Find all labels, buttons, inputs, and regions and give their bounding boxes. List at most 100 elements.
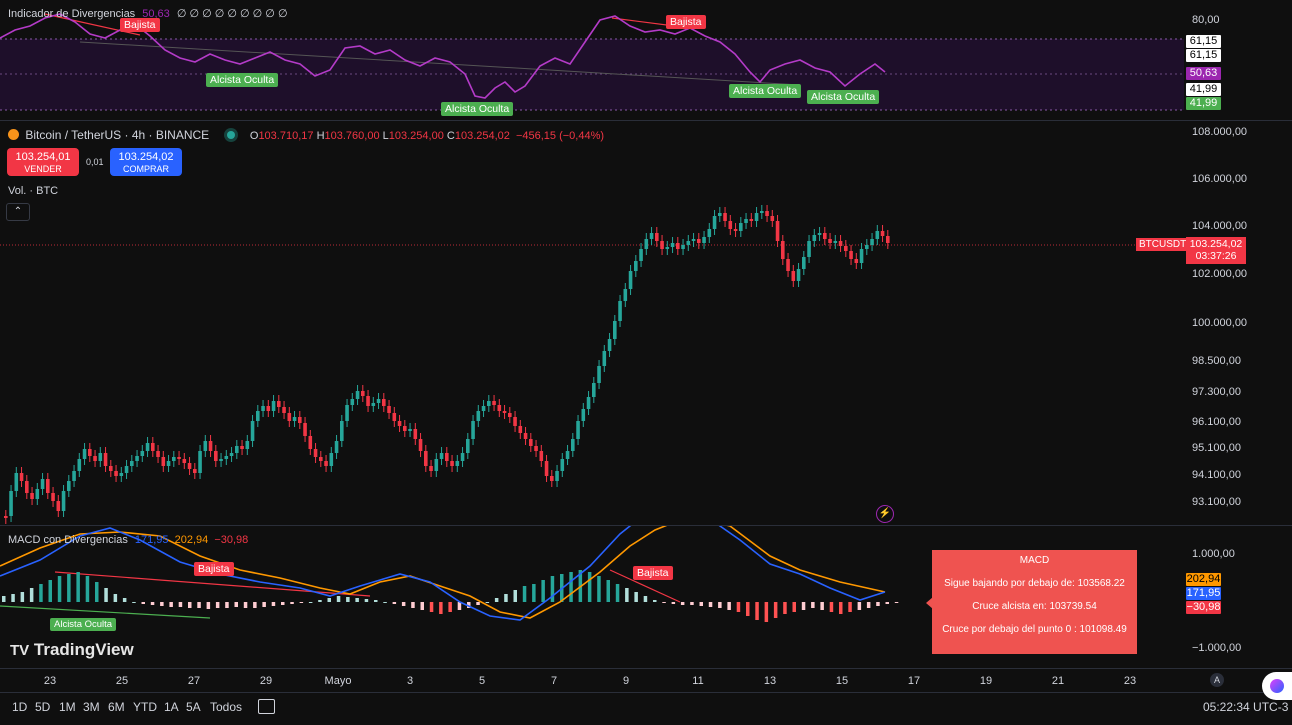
x-tick-0: 23 [43, 675, 57, 687]
x-tick-10: 13 [763, 675, 777, 687]
symbol-price-tag: BTCUSDT [1136, 238, 1190, 251]
tf-3m[interactable]: 3M [83, 700, 100, 714]
price-axis-2: 104.000,00 [1192, 220, 1248, 232]
open-value: 103.710,17 [258, 130, 314, 142]
rsi-label-bajista-1: Bajista [120, 18, 160, 32]
rsi-label-alcista-1: Alcista Oculta [206, 73, 279, 87]
collapse-chevron-icon[interactable]: ⌃ [6, 203, 30, 221]
macd-tag-histo: −30,98 [1186, 601, 1221, 614]
symbol-legend: Bitcoin / TetherUS · 4h · BINANCE O103.7… [8, 128, 604, 142]
macd-label-bajista-1: Bajista [194, 562, 234, 576]
tf-ytd[interactable]: YTD [133, 700, 157, 714]
macd-box-pointer [926, 597, 933, 609]
tf-5a[interactable]: 5A [186, 700, 201, 714]
x-tick-3: 29 [259, 675, 273, 687]
rsi-value: 50,63 [142, 8, 170, 20]
macd-box-line-2: Cruce alcista en: 103739.54 [972, 601, 1097, 612]
open-label: O [249, 130, 259, 142]
market-open-icon [226, 131, 235, 139]
macd-box-line-1: Sigue bajando por debajo de: 103568.22 [944, 578, 1125, 589]
rsi-axis-80: 80,00 [1192, 14, 1220, 26]
tf-1m[interactable]: 1M [59, 700, 76, 714]
price-axis-6: 97.300,00 [1192, 386, 1241, 398]
high-value: 103.760,00 [324, 130, 380, 142]
price-axis-9: 94.100,00 [1192, 469, 1241, 481]
price-axis-5: 98.500,00 [1192, 355, 1241, 367]
price-axis-8: 95.100,00 [1192, 442, 1241, 454]
lightning-icon[interactable]: ⚡ [876, 505, 894, 523]
clock[interactable]: 05:22:34 UTC-3 [1203, 700, 1289, 714]
rsi-title: Indicador de Divergencias [8, 8, 136, 20]
x-tick-5: 3 [406, 675, 414, 687]
rsi-tag-2: 61,15 [1186, 49, 1221, 62]
price-chart[interactable] [0, 121, 1184, 525]
symbol-title[interactable]: Bitcoin / TetherUS · 4h · BINANCE [25, 128, 210, 142]
sell-price: 103.254,01 [15, 151, 71, 163]
x-tick-7: 7 [550, 675, 558, 687]
assistant-brain-icon[interactable] [1262, 672, 1292, 700]
price-axis-10: 93.100,00 [1192, 496, 1241, 508]
x-tick-2: 27 [187, 675, 201, 687]
x-tick-15: 23 [1123, 675, 1137, 687]
tf-all[interactable]: Todos [210, 700, 243, 714]
tf-1a[interactable]: 1A [164, 700, 179, 714]
macd-axis-neg: −1.000,00 [1192, 642, 1242, 654]
time-axis-separator [0, 668, 1292, 669]
macd-tag-signal: 202,94 [1186, 573, 1221, 586]
x-tick-11: 15 [835, 675, 849, 687]
rsi-tag-4: 41,99 [1186, 97, 1221, 110]
tradingview-logo-text: TradingView [33, 640, 134, 659]
buy-label: COMPRAR [122, 164, 169, 174]
rsi-label-alcista-3: Alcista Oculta [729, 84, 802, 98]
rsi-pane [0, 13, 1184, 111]
macd-axis-pos: 1.000,00 [1192, 548, 1235, 560]
sell-button[interactable]: 103.254,01 VENDER [7, 148, 79, 176]
last-price-tag: 103.254,02 03:37:26 [1186, 237, 1246, 264]
price-axis-0: 108.000,00 [1192, 126, 1248, 138]
rsi-label-alcista-2: Alcista Oculta [441, 102, 514, 116]
spread-value: 0,01 [86, 157, 104, 167]
macd-box-title: MACD [1019, 555, 1050, 566]
volume-legend: Vol. · BTC [8, 185, 59, 197]
x-tick-13: 19 [979, 675, 993, 687]
macd-label-bajista-2: Bajista [633, 566, 673, 580]
change-value: −456,15 (−0,44%) [515, 130, 605, 142]
x-tick-6: 5 [478, 675, 486, 687]
tradingview-logo-icon: TV [10, 642, 30, 659]
macd-box-line-3: Cruce por debajo del punto 0 : 101098.49 [942, 624, 1127, 635]
auto-scale-button[interactable]: A [1210, 673, 1224, 687]
macd-title: MACD con Divergencias [8, 534, 128, 546]
rsi-tag-1: 61,15 [1186, 35, 1221, 48]
pane-separator-2[interactable] [0, 525, 1292, 526]
close-value: 103.254,02 [454, 130, 510, 142]
price-axis-1: 106.000,00 [1192, 173, 1248, 185]
macd-tag-macd: 171,95 [1186, 587, 1221, 600]
macd-value-2: 202,94 [174, 534, 209, 546]
tf-1d[interactable]: 1D [12, 700, 28, 714]
buy-button[interactable]: 103.254,02 COMPRAR [110, 148, 182, 176]
rsi-zero-values: ∅ ∅ ∅ ∅ ∅ ∅ ∅ ∅ ∅ [176, 8, 288, 20]
tf-6m[interactable]: 6M [108, 700, 125, 714]
low-value: 103.254,00 [388, 130, 444, 142]
price-axis-7: 96.100,00 [1192, 416, 1241, 428]
rsi-tag-3: 41,99 [1186, 83, 1221, 96]
macd-value-1: 171,95 [134, 534, 169, 546]
pane-separator[interactable] [0, 120, 1292, 121]
rsi-tag-current: 50,63 [1186, 67, 1221, 80]
price-axis-4: 100.000,00 [1192, 317, 1248, 329]
low-label: L [382, 130, 389, 142]
price-axis-3: 102.000,00 [1192, 268, 1248, 280]
macd-value-3: −30,98 [214, 534, 249, 546]
macd-info-box: MACD Sigue bajando por debajo de: 103568… [932, 550, 1137, 654]
macd-chart [0, 526, 899, 622]
high-label: H [316, 130, 325, 142]
countdown: 03:37:26 [1195, 250, 1237, 262]
buy-price: 103.254,02 [118, 151, 174, 163]
tf-5d[interactable]: 5D [35, 700, 51, 714]
rsi-legend: Indicador de Divergencias 50,63 ∅ ∅ ∅ ∅ … [8, 7, 288, 20]
macd-label-alcista: Alcista Oculta [50, 618, 117, 631]
date-range-icon[interactable] [258, 699, 275, 714]
macd-legend: MACD con Divergencias 171,95 202,94 −30,… [8, 534, 248, 546]
rsi-label-alcista-4: Alcista Oculta [807, 90, 880, 104]
x-tick-4: Mayo [324, 675, 352, 687]
